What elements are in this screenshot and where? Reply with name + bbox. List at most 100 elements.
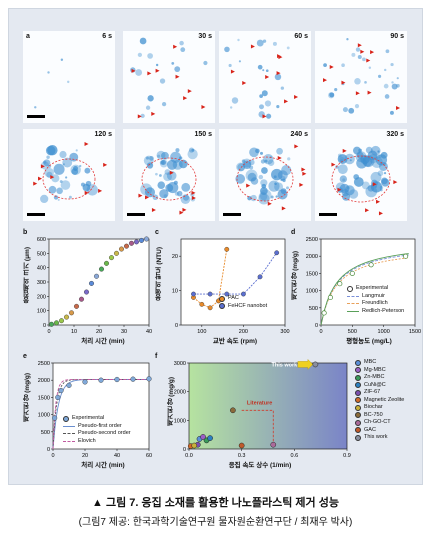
stain-particle: [47, 71, 50, 74]
panel-label-f: f: [155, 353, 158, 360]
stain-particle: [44, 167, 54, 178]
legend-item: Mg-MBC: [364, 366, 386, 373]
stain-particle: [245, 169, 258, 182]
arrow-icon: [297, 358, 314, 370]
stain-particle: [137, 52, 143, 58]
arrow-icon: [376, 199, 381, 204]
stain-particle: [342, 192, 351, 201]
micrograph-150s: 150 s: [123, 129, 215, 221]
data-point: [238, 442, 245, 449]
stain-particle: [144, 187, 156, 198]
y-tick-label: 100: [37, 309, 46, 315]
data-point: [199, 301, 205, 307]
stain-particle: [379, 188, 383, 192]
stain-particle: [135, 69, 143, 76]
stain-particle: [262, 69, 265, 72]
legend-swatch: [355, 412, 361, 419]
stain-particle: [270, 195, 274, 199]
literature-label: Literature: [247, 401, 272, 407]
legend-item: BC-750: [364, 411, 383, 418]
stain-particle: [378, 161, 388, 171]
x-tick-label: 40: [114, 453, 120, 459]
stain-particle: [381, 178, 390, 187]
stain-particle: [248, 159, 255, 166]
arrow-icon: [301, 167, 306, 172]
stain-particle: [167, 182, 179, 194]
stain-particle: [157, 154, 161, 158]
chart-c-plot-area: [180, 238, 286, 326]
legend-line: [347, 310, 359, 312]
y-tick-label: 600: [37, 237, 46, 243]
stain-particle: [337, 164, 348, 175]
x-axis-label: 평형농도 (mg/L): [346, 338, 392, 345]
legend-item: Experimental: [356, 285, 389, 291]
stain-particle: [385, 49, 390, 54]
stain-particle: [79, 164, 82, 168]
y-tick-label: 2500: [38, 361, 50, 367]
x-tick-label: 30: [121, 329, 127, 335]
stain-particle: [358, 148, 362, 153]
x-tick-label: 100: [197, 329, 206, 335]
data-point: [191, 291, 196, 297]
data-point: [123, 243, 129, 249]
panel-label-b: b: [23, 229, 28, 236]
legend-item: This work: [364, 434, 388, 440]
x-axis-label: 처리 시간 (min): [81, 338, 125, 345]
legend-row: This work: [355, 434, 404, 442]
data-point: [200, 434, 206, 440]
arrow-icon: [155, 68, 160, 73]
y-tick-label: 200: [37, 294, 46, 300]
stain-particle: [266, 113, 272, 119]
stain-particle: [53, 195, 59, 200]
arrow-icon: [294, 144, 299, 149]
stain-particle: [362, 57, 366, 62]
stain-particle: [159, 159, 168, 168]
y-tick-label: 500: [37, 251, 46, 257]
micrograph-240s: 240 s: [219, 129, 311, 221]
stain-particle: [180, 47, 186, 53]
aggregate-outline: [236, 156, 294, 202]
stain-particle: [260, 187, 268, 195]
arrow-icon: [370, 50, 375, 55]
legend-item: ZIF-67: [364, 389, 381, 395]
arrow-icon: [329, 64, 334, 69]
stain-particle: [174, 66, 181, 73]
stain-particle: [56, 187, 63, 195]
stain-particle: [342, 178, 346, 182]
stain-particle: [75, 149, 78, 152]
data-point: [257, 274, 263, 280]
arrow-icon: [267, 201, 272, 206]
stain-particle: [378, 74, 382, 78]
aggregate-outline: [42, 158, 96, 200]
stain-particle: [356, 151, 364, 159]
x-axis-label: 응집 속도 상수 (1/min): [228, 462, 292, 469]
legend-item: Redlich-Peterson: [362, 307, 405, 314]
arrow-icon: [138, 193, 143, 198]
stain-particle: [349, 159, 352, 162]
stain-particle: [276, 147, 283, 155]
arrow-icon: [84, 142, 89, 147]
this-work-label: This work: [272, 362, 299, 368]
legend-swatch: [347, 285, 353, 292]
arrow-icon: [360, 49, 365, 54]
data-point: [66, 382, 72, 388]
data-point: [98, 377, 104, 383]
legend-swatch: [219, 303, 225, 310]
stain-particle: [45, 145, 56, 156]
stain-particle: [286, 186, 289, 190]
stain-particle: [67, 80, 70, 84]
stain-particle: [161, 101, 167, 107]
stain-particle: [257, 64, 263, 70]
arrow-icon: [341, 80, 346, 85]
stain-particle: [34, 106, 37, 109]
arrow-icon: [393, 180, 398, 185]
y-tick-label: 500: [309, 306, 318, 312]
data-point: [138, 237, 144, 243]
y-tick-label: 2000: [174, 390, 186, 396]
stain-particle: [157, 181, 166, 189]
stain-particle: [258, 192, 268, 201]
arrow-icon: [246, 183, 251, 188]
legend-item: Biochar: [364, 404, 383, 410]
y-tick-label: 1000: [38, 413, 50, 419]
stain-particle: [261, 167, 268, 174]
